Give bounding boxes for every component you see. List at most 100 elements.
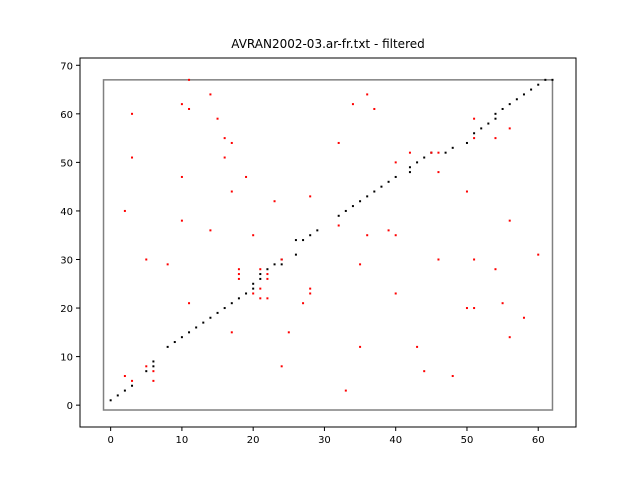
y-tick-label: 40: [60, 207, 73, 218]
point-aligned: [109, 399, 112, 402]
y-tick-label: 60: [60, 110, 73, 121]
point-aligned: [316, 229, 319, 232]
point-filtered: [259, 268, 262, 271]
point-aligned: [123, 389, 126, 392]
point-filtered: [359, 263, 362, 266]
point-aligned: [152, 360, 155, 363]
point-filtered: [344, 389, 347, 392]
point-aligned: [180, 336, 183, 339]
point-filtered: [180, 219, 183, 222]
point-filtered: [273, 200, 276, 203]
x-tick-label: 10: [176, 435, 189, 446]
point-filtered: [537, 253, 540, 256]
point-filtered: [366, 234, 369, 237]
point-aligned: [216, 311, 219, 314]
point-aligned: [209, 316, 212, 319]
point-filtered: [309, 292, 312, 295]
point-aligned: [522, 93, 525, 96]
point-aligned: [145, 370, 148, 373]
point-filtered: [501, 302, 504, 305]
x-tick-label: 60: [532, 435, 545, 446]
point-aligned: [359, 200, 362, 203]
point-filtered: [209, 229, 212, 232]
y-tick-label: 10: [60, 353, 73, 364]
point-filtered: [152, 379, 155, 382]
point-filtered: [123, 209, 126, 212]
point-aligned: [245, 292, 248, 295]
point-filtered: [309, 287, 312, 290]
point-filtered: [465, 190, 468, 193]
point-filtered: [309, 195, 312, 198]
point-filtered: [152, 370, 155, 373]
point-aligned: [394, 175, 397, 178]
x-tick-label: 0: [107, 435, 113, 446]
point-aligned: [515, 98, 518, 101]
point-filtered: [180, 103, 183, 106]
point-filtered: [216, 117, 219, 120]
y-tick-label: 0: [67, 401, 73, 412]
point-aligned: [508, 103, 511, 106]
point-filtered: [430, 151, 433, 154]
point-aligned: [351, 205, 354, 208]
point-filtered: [473, 307, 476, 310]
point-filtered: [337, 224, 340, 227]
point-aligned: [202, 321, 205, 324]
point-filtered: [416, 345, 419, 348]
point-filtered: [508, 336, 511, 339]
point-filtered: [131, 156, 134, 159]
point-filtered: [266, 297, 269, 300]
point-aligned: [259, 273, 262, 276]
point-aligned: [444, 151, 447, 154]
point-filtered: [508, 127, 511, 130]
x-tick-label: 30: [318, 435, 331, 446]
point-aligned: [294, 253, 297, 256]
point-aligned: [266, 268, 269, 271]
x-tick-label: 40: [389, 435, 402, 446]
point-filtered: [245, 175, 248, 178]
point-filtered: [266, 277, 269, 280]
point-filtered: [280, 365, 283, 368]
point-aligned: [309, 234, 312, 237]
point-aligned: [451, 146, 454, 149]
point-filtered: [230, 331, 233, 334]
point-filtered: [188, 302, 191, 305]
point-filtered: [373, 107, 376, 110]
chart-title: AVRAN2002-03.ar-fr.txt - filtered: [231, 37, 424, 51]
x-tick-label: 50: [461, 435, 474, 446]
point-filtered: [394, 161, 397, 164]
point-filtered: [359, 345, 362, 348]
point-aligned: [152, 365, 155, 368]
point-filtered: [252, 292, 255, 295]
point-filtered: [209, 93, 212, 96]
point-filtered: [131, 379, 134, 382]
point-aligned: [408, 171, 411, 174]
point-filtered: [259, 297, 262, 300]
point-filtered: [252, 234, 255, 237]
axes-frame: [79, 57, 577, 428]
point-filtered: [351, 103, 354, 106]
point-filtered: [337, 141, 340, 144]
point-aligned: [302, 239, 305, 242]
point-filtered: [508, 219, 511, 222]
point-filtered: [230, 141, 233, 144]
point-filtered: [188, 107, 191, 110]
point-filtered: [223, 156, 226, 159]
point-aligned: [544, 78, 547, 81]
point-filtered: [237, 273, 240, 276]
point-aligned: [230, 302, 233, 305]
point-filtered: [145, 258, 148, 261]
point-filtered: [180, 175, 183, 178]
point-aligned: [530, 88, 533, 91]
point-aligned: [344, 209, 347, 212]
axes-layer: 0 10 20 30 40 50 60 0 10 20 30 40 50 60 70: [60, 57, 577, 446]
point-aligned: [252, 287, 255, 290]
point-filtered: [223, 137, 226, 140]
point-filtered: [188, 78, 191, 81]
point-aligned: [166, 345, 169, 348]
point-aligned: [337, 214, 340, 217]
point-filtered: [423, 370, 426, 373]
point-filtered: [123, 375, 126, 378]
point-aligned: [237, 297, 240, 300]
point-aligned: [188, 331, 191, 334]
